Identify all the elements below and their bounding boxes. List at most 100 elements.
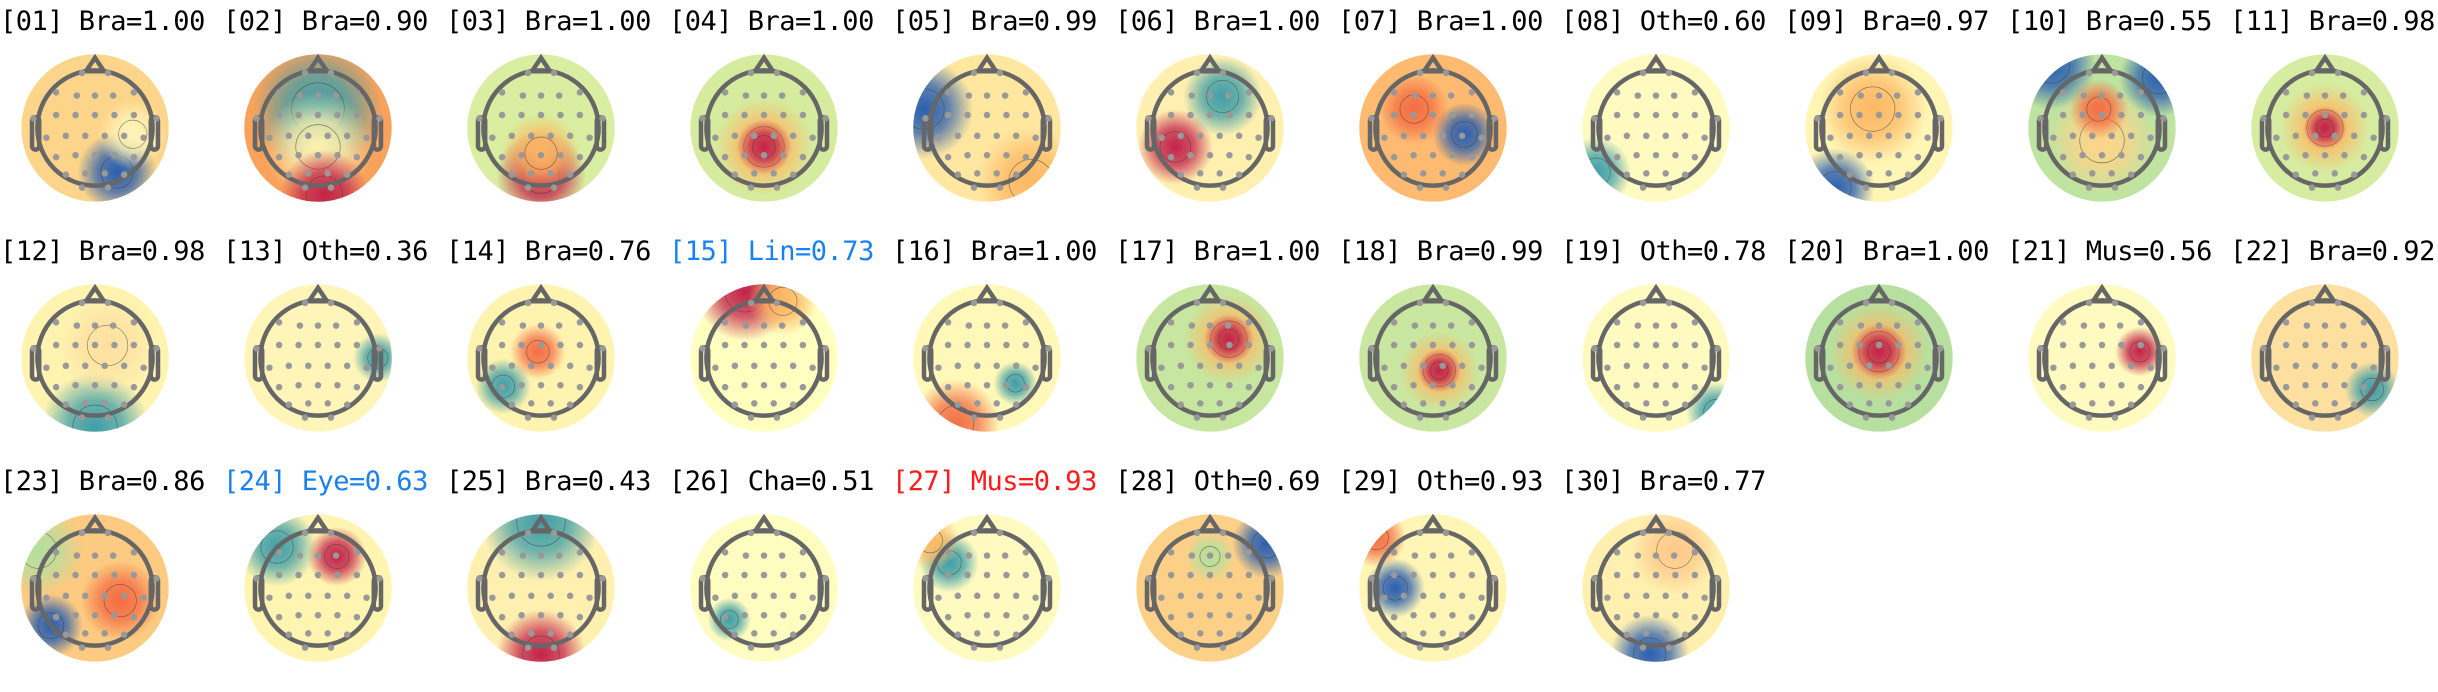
electrode-dot: [721, 383, 729, 391]
electrode-dot: [1429, 92, 1437, 99]
electrode-dot: [935, 134, 942, 141]
electrode-dot: [1633, 111, 1640, 119]
electrode-dot: [1634, 322, 1642, 329]
electrode-dot: [1846, 401, 1854, 408]
electrode-dot: [809, 364, 816, 371]
electrode-dot: [1193, 299, 1201, 307]
electrode-dot: [91, 111, 99, 119]
electrode-dot: [1410, 381, 1417, 389]
electrode-dot: [1442, 414, 1450, 421]
electrode-dot: [1670, 92, 1678, 99]
electrode-dot: [2303, 322, 2311, 329]
electrode-dot: [528, 132, 535, 140]
electrode-dot: [983, 92, 991, 99]
electrode-dot: [1197, 630, 1204, 637]
electrode-dot: [334, 611, 341, 619]
electrode-dot: [2079, 111, 2086, 119]
electrode-dot: [1856, 341, 1863, 349]
electrode-dot: [314, 151, 322, 159]
electrode-dot: [2260, 115, 2267, 122]
electrode-dot: [1400, 362, 1408, 370]
electrode-dot: [1411, 552, 1419, 559]
electrode-dot: [109, 322, 117, 329]
electrode-dot: [104, 644, 112, 651]
electrode-dot: [266, 134, 273, 141]
electrode-dot: [1458, 401, 1466, 408]
electrode-dot: [1416, 69, 1424, 77]
electrode-dot: [2160, 115, 2167, 122]
electrode-dot: [1368, 115, 1375, 122]
electrode-dot: [1420, 132, 1427, 140]
electrode-dot: [1012, 132, 1020, 140]
electrode-dot: [2137, 153, 2145, 161]
electrode-dot: [285, 132, 293, 140]
electrode-dot: [993, 170, 1000, 177]
electrode-dot: [2360, 341, 2368, 349]
electrode-dot: [62, 631, 70, 638]
electrode-dot: [773, 644, 781, 651]
contour-line: [37, 612, 65, 640]
contour-line: [2315, 118, 2335, 138]
electrode-dot: [376, 345, 383, 352]
electrode-dot: [2069, 171, 2077, 178]
electrode-dot: [2118, 341, 2125, 349]
electrode-dot: [1206, 111, 1214, 119]
electrode-dot: [518, 111, 525, 119]
electrode-dot: [1652, 552, 1660, 559]
electrode-dot: [2334, 184, 2342, 191]
electrode-dot: [1439, 630, 1446, 637]
electrode-dot: [964, 341, 971, 349]
electrode-dot: [524, 299, 532, 307]
electrode-dot: [1429, 341, 1437, 349]
electrode-dot: [1439, 170, 1446, 177]
contour-line: [2086, 96, 2112, 122]
electrode-dot: [334, 341, 341, 349]
electrode-dot: [528, 400, 535, 407]
electrode-dot: [1856, 381, 1863, 389]
electrode-dot: [547, 592, 554, 600]
electrode-dot: [1895, 151, 1902, 159]
electrode-dot: [524, 184, 532, 191]
electrode-dot: [1836, 153, 1844, 161]
component-26: [26] Cha=0.51: [669, 462, 892, 692]
electrode-dot: [498, 341, 506, 349]
electrode-dot: [101, 170, 108, 177]
electrode-dot: [253, 345, 260, 352]
electrode-dot: [1429, 111, 1437, 119]
electrode-dot: [1206, 92, 1214, 99]
electrode-dot: [1167, 111, 1175, 119]
electrode-dot: [770, 400, 777, 407]
electrode-dot: [519, 92, 527, 99]
electrode-dot: [343, 401, 351, 408]
electrode-dot: [1158, 594, 1165, 601]
electrode-dot: [721, 341, 729, 349]
electrode-dot: [1439, 362, 1446, 370]
electrode-dot: [1888, 69, 1896, 77]
electrode-dot: [1368, 345, 1375, 352]
electrode-dot: [153, 575, 160, 582]
electrode-dot: [1468, 319, 1476, 326]
electrode-dot: [2282, 111, 2290, 119]
component-label: [29] Oth=0.93: [1338, 466, 1543, 497]
electrode-dot: [1447, 322, 1455, 329]
electrode-dot: [285, 592, 293, 600]
electrode-dot: [2098, 322, 2106, 329]
electrode-dot: [1416, 184, 1424, 191]
electrode-dot: [1468, 549, 1476, 556]
electrode-dot: [62, 132, 70, 140]
electrode-dot: [1216, 170, 1223, 177]
electrode-dot: [1662, 400, 1669, 407]
electrode-dot: [970, 299, 978, 307]
electrode-dot: [1652, 92, 1660, 99]
electrode-dot: [1613, 613, 1621, 621]
electrode-dot: [120, 132, 128, 140]
electrode-dot: [1219, 414, 1227, 421]
electrode-dot: [1226, 151, 1233, 159]
contour-line: [1850, 86, 1896, 132]
electrode-dot: [1145, 345, 1152, 352]
electrode-dot: [1235, 132, 1243, 140]
electrode-dot: [789, 171, 797, 178]
electrode-dot: [1439, 592, 1446, 600]
electrode-dot: [1158, 364, 1165, 371]
contour-line: [72, 404, 118, 432]
